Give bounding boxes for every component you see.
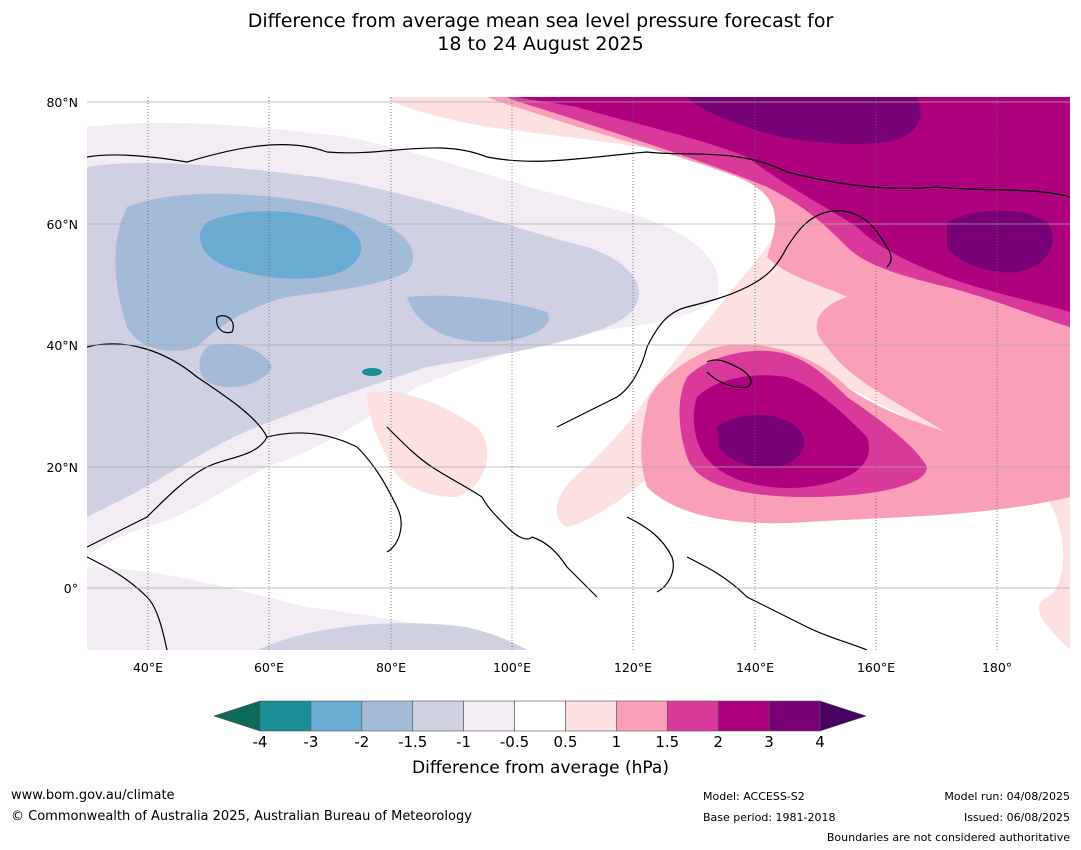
- colorbar-under-extension: [214, 700, 261, 732]
- anomaly-lt-neg1-5-caspian: [199, 343, 272, 387]
- gridlines: [87, 101, 1070, 589]
- lon-label-160e: 160°E: [856, 660, 895, 675]
- title-line-2: 18 to 24 August 2025: [437, 33, 644, 55]
- colorbar-segment: [463, 700, 515, 732]
- colorbar-segment: [768, 700, 821, 732]
- colorbar-tick-label: 1: [611, 733, 622, 751]
- footer-base-period: Base period: 1981-2018: [703, 811, 836, 824]
- colorbar-tick-label: 0.5: [553, 733, 578, 751]
- colorbar-segment: [310, 700, 363, 732]
- colorbar-segment: [616, 700, 668, 732]
- lon-label-60e: 60°E: [253, 660, 285, 675]
- lat-label-80n: 80°N: [46, 95, 78, 110]
- anomaly-lt-neg1-south: [257, 623, 527, 650]
- lat-label-60n: 60°N: [46, 217, 78, 232]
- title-line-1: Difference from average mean sea level p…: [247, 10, 834, 32]
- anomaly-gt-0-5-india: [367, 391, 488, 497]
- footer-issued: Issued: 06/08/2025: [963, 811, 1070, 824]
- anomaly-gt-3: [687, 97, 921, 144]
- footer-copyright: © Commonwealth of Australia 2025, Austra…: [11, 809, 472, 824]
- colorbar-tick-label: -1.5: [398, 733, 428, 751]
- colorbar-tick-label: 4: [815, 733, 825, 751]
- colorbar-segment: [361, 700, 414, 732]
- anomaly-lt-neg2: [199, 211, 362, 279]
- lon-label-100e: 100°E: [492, 660, 531, 675]
- anomaly-lt-neg1-5-east: [407, 295, 549, 342]
- footer-model: Model: ACCESS-S2: [703, 790, 805, 803]
- colorbar-segment: [412, 700, 464, 732]
- colorbar-segment: [666, 700, 719, 732]
- colorbar-tick-label: -4: [252, 733, 268, 751]
- lat-label-0: 0°: [63, 581, 78, 596]
- colorbar-tick-label: 1.5: [655, 733, 680, 751]
- map-title: Difference from average mean sea level p…: [0, 10, 1081, 56]
- footer-url[interactable]: www.bom.gov.au/climate: [11, 788, 175, 803]
- colorbar-label: Difference from average (hPa): [412, 758, 669, 778]
- footer-disclaimer: Boundaries are not considered authoritat…: [826, 831, 1070, 844]
- lon-label-120e: 120°E: [613, 660, 652, 675]
- colorbar-tick-label: -2: [354, 733, 370, 751]
- colorbar-tick-label: -0.5: [499, 733, 530, 751]
- anomaly-gt-3-kamchatka: [947, 210, 1053, 273]
- lon-label-180: 180°: [981, 660, 1013, 675]
- meridians: [147, 97, 998, 650]
- lon-label-40e: 40°E: [132, 660, 164, 675]
- lat-label-40n: 40°N: [46, 338, 78, 353]
- coastlines: [87, 144, 1070, 650]
- lon-label-140e: 140°E: [735, 660, 774, 675]
- anomaly-lt-neg3: [362, 368, 382, 376]
- anomaly-gt-3-japan: [717, 414, 805, 468]
- colorbar-segment: [259, 700, 312, 732]
- colorbar-tick-label: -3: [303, 733, 319, 751]
- colorbar-tick-label: 2: [713, 733, 723, 751]
- pressure-anomaly-map: [87, 97, 1070, 650]
- colorbar-over-extension: [819, 700, 866, 732]
- anomaly-gt-2: [517, 97, 1070, 312]
- colorbar-tick-label: 3: [764, 733, 774, 751]
- lat-label-20n: 20°N: [46, 460, 78, 475]
- footer-model-run: Model run: 04/08/2025: [944, 790, 1070, 803]
- lon-label-80e: 80°E: [375, 660, 407, 675]
- colorbar: [214, 700, 866, 732]
- colorbar-segment: [717, 700, 770, 732]
- colorbar-segment: [514, 700, 566, 732]
- colorbar-tick-label: -1: [456, 733, 472, 751]
- colorbar-segment: [565, 700, 617, 732]
